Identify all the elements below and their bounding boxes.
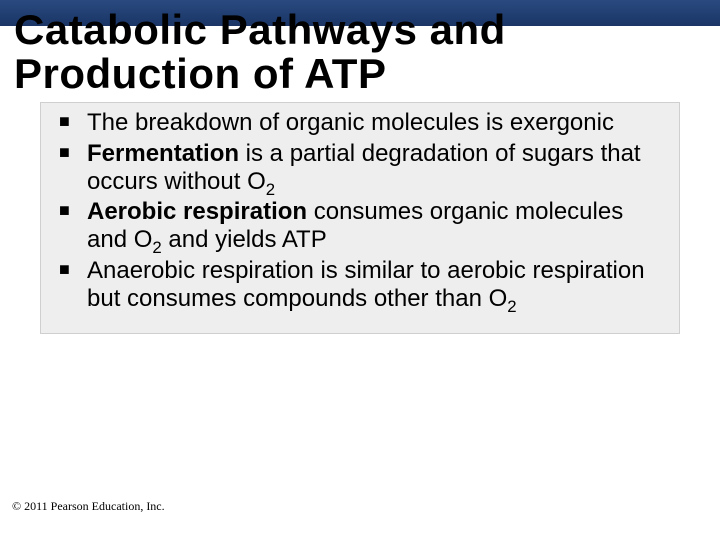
- content-box: The breakdown of organic molecules is ex…: [40, 102, 680, 334]
- bullet-item: Aerobic respiration consumes organic mol…: [59, 198, 661, 255]
- bullet-segment: and yields ATP: [162, 226, 327, 253]
- slide-title: Catabolic Pathways and Production of ATP: [0, 8, 720, 100]
- bullet-segment: Anaerobic respiration is similar to aero…: [87, 257, 645, 312]
- bullet-segment: Fermentation: [87, 140, 239, 167]
- bullet-list: The breakdown of organic molecules is ex…: [59, 109, 661, 313]
- bullet-item: The breakdown of organic molecules is ex…: [59, 109, 661, 137]
- bullet-segment: The breakdown of organic molecules is ex…: [87, 109, 614, 136]
- bullet-segment: Aerobic respiration: [87, 198, 307, 225]
- bullet-item: Fermentation is a partial degradation of…: [59, 140, 661, 197]
- bullet-segment: 2: [507, 297, 516, 316]
- bullet-item: Anaerobic respiration is similar to aero…: [59, 257, 661, 314]
- bullet-segment: 2: [152, 238, 161, 257]
- copyright-text: © 2011 Pearson Education, Inc.: [12, 499, 165, 514]
- bullet-segment: 2: [266, 180, 275, 199]
